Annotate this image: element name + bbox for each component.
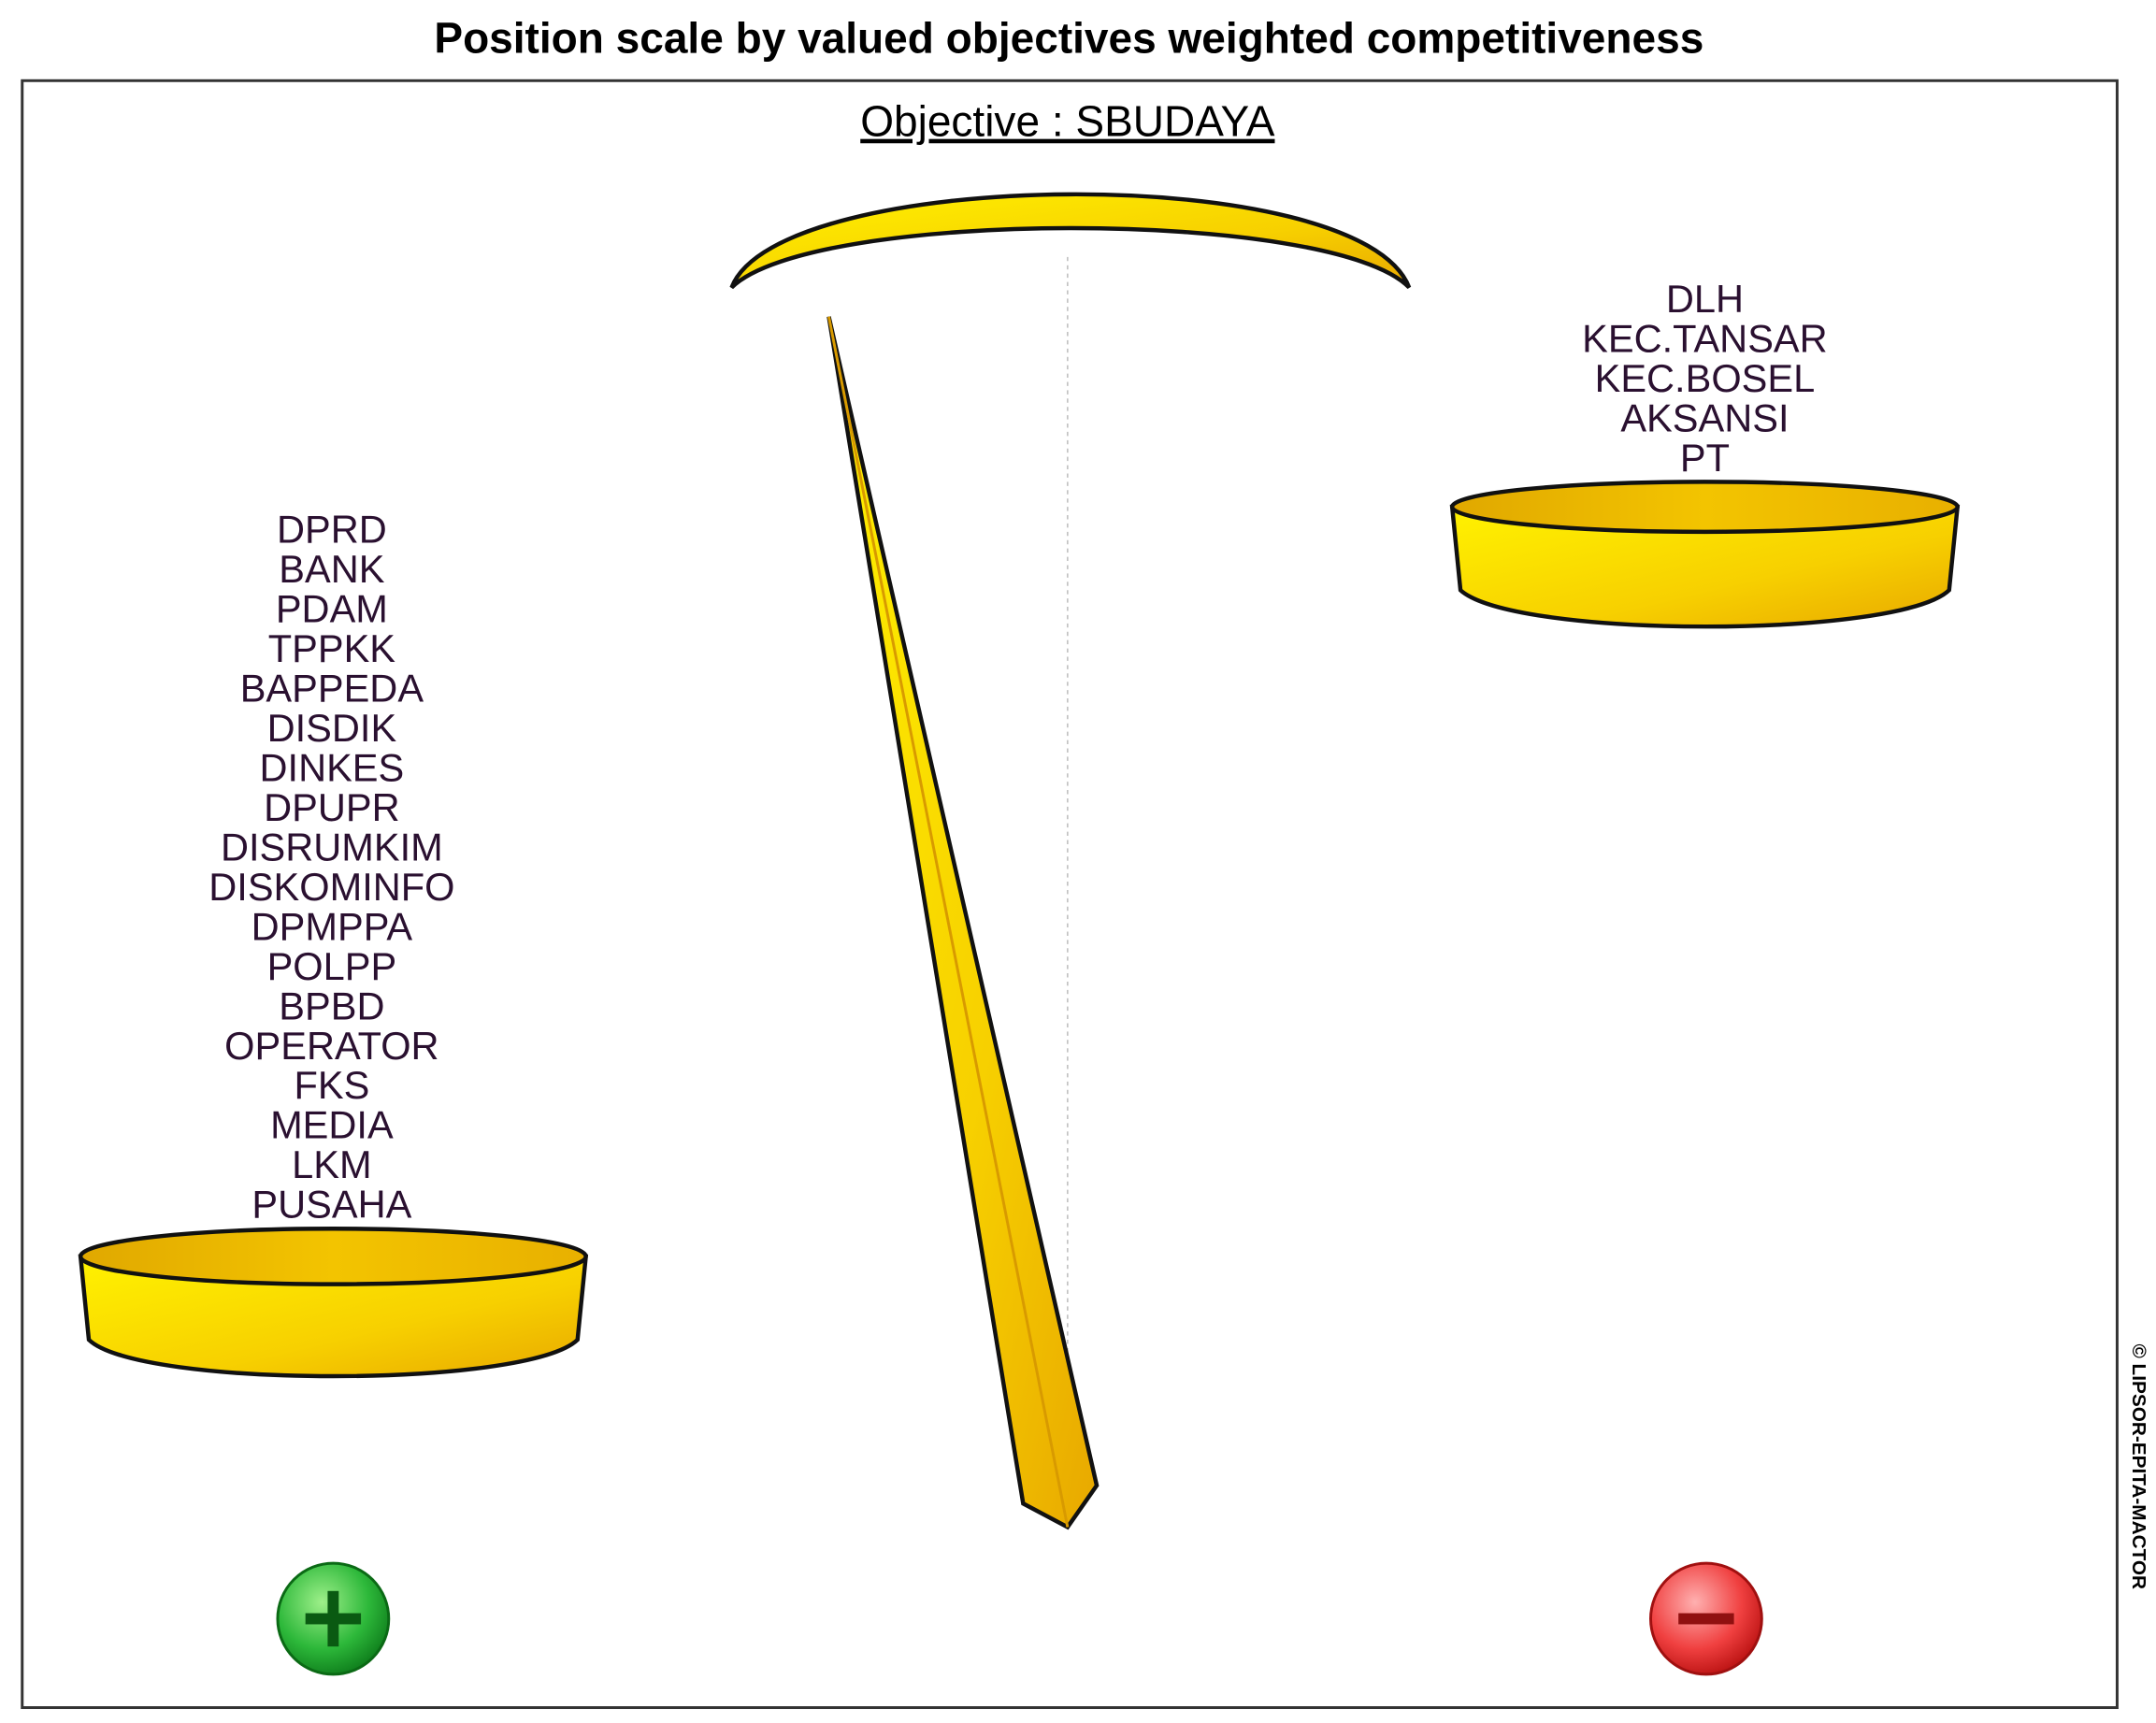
chart-title: Position scale by valued objectives weig… (434, 14, 1703, 63)
left-actor-list: DPRDBANKPDAMTPPKKBAPPEDADISDIKDINKESDPUP… (208, 508, 454, 1227)
actor-label: OPERATOR (224, 1024, 438, 1068)
actor-label: BANK (279, 547, 384, 591)
actor-label: DISKOMINFO (208, 865, 454, 909)
actor-label: DISRUMKIM (221, 825, 443, 869)
actor-label: AKSANSI (1620, 396, 1789, 440)
actor-label: PUSAHA (252, 1183, 411, 1227)
actor-label: DINKES (260, 746, 405, 790)
actor-label: TPPKK (268, 626, 396, 670)
actor-label: DLH (1666, 277, 1744, 321)
objective-label: Objective : SBUDAYA (860, 97, 1275, 146)
actor-label: BAPPEDA (240, 667, 424, 711)
needle-ridge (827, 316, 1070, 1528)
actor-label: MEDIA (270, 1103, 394, 1147)
actor-label: PT (1680, 436, 1730, 480)
actor-label: FKS (294, 1063, 369, 1107)
right-pan (1449, 480, 1961, 629)
actor-label: KEC.BOSEL (1595, 356, 1816, 400)
actor-label: DPUPR (264, 785, 400, 829)
actor-label: DPRD (277, 508, 387, 552)
actor-label: BPBD (279, 984, 384, 1027)
actor-label: DPMPPA (252, 904, 413, 948)
actor-label: DISDIK (267, 706, 397, 750)
copyright-text: © LIPSOR-EPITA-MACTOR (2128, 1343, 2149, 1589)
actor-label: LKM (292, 1142, 371, 1186)
actor-label: PDAM (276, 587, 388, 631)
minus-icon (1649, 1561, 1763, 1676)
actor-label: KEC.TANSAR (1582, 317, 1828, 361)
plus-icon (276, 1561, 391, 1676)
actor-label: POLPP (267, 944, 397, 988)
left-pan (78, 1227, 589, 1379)
scale-beam (729, 192, 1412, 290)
